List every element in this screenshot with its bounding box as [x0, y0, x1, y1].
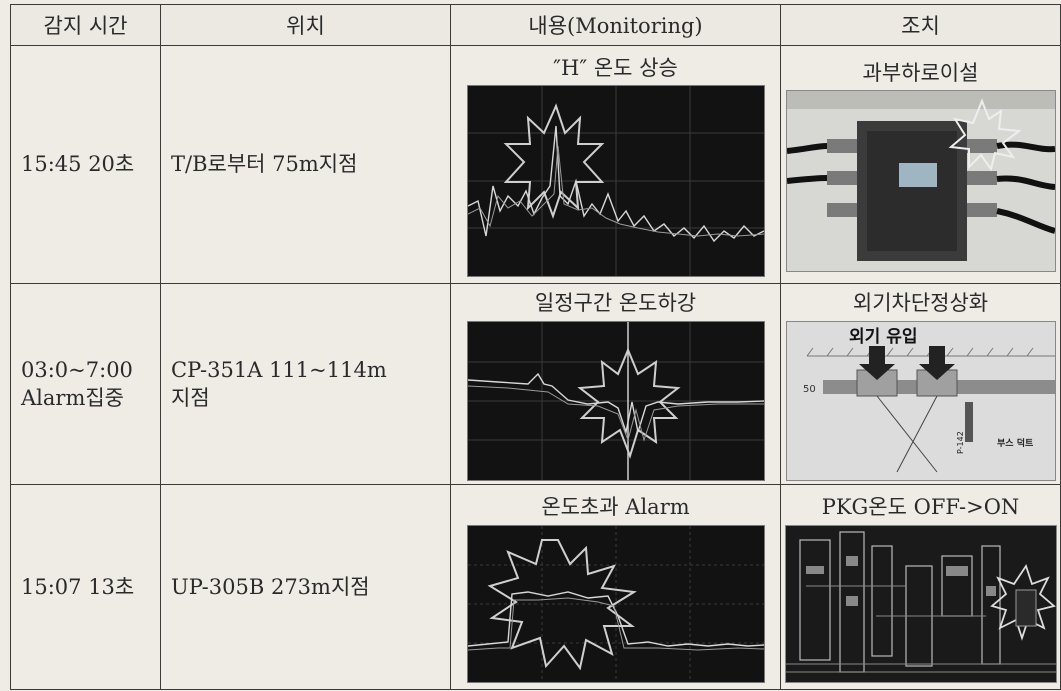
location-text: T/B로부터 75m지점 [171, 152, 358, 177]
monitoring-caption: ″H″ 온도 상승 [553, 55, 678, 80]
oscilloscope-trace-image [466, 85, 765, 278]
oscilloscope-trace-image [466, 524, 765, 683]
oscilloscope-trace-image [466, 320, 765, 481]
diagram-duct-label: 부스 덕트 [997, 438, 1034, 449]
time-text: Alarm집중 [21, 386, 124, 410]
action-cell: 과부하로이설 [780, 45, 1061, 284]
monitoring-caption: 일정구간 온도하강 [534, 291, 697, 316]
monitoring-table: 감지 시간 위치 내용(Monitoring) 조치 15:45 20초 T/B… [10, 4, 1061, 690]
header-action: 조치 [780, 4, 1061, 46]
time-text: 15:07 13초 [21, 574, 135, 599]
time-text: 03:0~7:00 [21, 357, 133, 382]
table-row: 15:45 20초 T/B로부터 75m지점 ″H″ 온도 상승 [10, 45, 1061, 284]
location-cell: T/B로부터 75m지점 [160, 45, 451, 284]
location-text: 지점 [171, 386, 210, 410]
header-row: 감지 시간 위치 내용(Monitoring) 조치 [10, 4, 1061, 46]
action-caption: 외기차단정상화 [852, 291, 989, 316]
diagram-side-label: 50 [803, 384, 816, 395]
monitoring-caption: 온도초과 Alarm [541, 495, 690, 520]
action-caption: PKG온도 OFF->ON [821, 495, 1020, 520]
monitoring-cell: ″H″ 온도 상승 [450, 45, 781, 284]
header-monitoring: 내용(Monitoring) [450, 4, 781, 46]
time-cell: 15:07 13초 [10, 484, 161, 690]
monitoring-cell: 온도초과 Alarm [450, 484, 781, 690]
location-cell: CP-351A 111~114m 지점 [160, 283, 451, 485]
location-text: UP-305B 273m지점 [171, 574, 370, 599]
time-cell: 15:45 20초 [10, 45, 161, 284]
location-text: CP-351A 111~114m [171, 357, 387, 382]
monitoring-cell: 일정구간 온도하강 [450, 283, 781, 485]
diagram-title: 외기 유입 [849, 327, 917, 347]
duct-diagram-image: 외기 유입 50 P-142 부스 덕트 [785, 320, 1056, 481]
time-cell: 03:0~7:00 Alarm집중 [10, 283, 161, 485]
table-row: 03:0~7:00 Alarm집중 CP-351A 111~114m 지점 일정… [10, 283, 1061, 485]
diagram-tag: P-142 [956, 431, 965, 454]
header-location: 위치 [160, 4, 451, 46]
action-caption: 과부하로이설 [862, 60, 979, 85]
action-cell: PKG온도 OFF->ON [780, 484, 1061, 690]
time-text: 15:45 20초 [21, 152, 135, 177]
table-row: 15:07 13초 UP-305B 273m지점 온도초과 Alarm [10, 484, 1061, 690]
panel-layout-image [784, 524, 1057, 683]
location-cell: UP-305B 273m지점 [160, 484, 451, 690]
action-cell: 외기차단정상화 외기 유입 50 [780, 283, 1061, 485]
header-time: 감지 시간 [10, 4, 161, 46]
breaker-photo [785, 90, 1056, 273]
